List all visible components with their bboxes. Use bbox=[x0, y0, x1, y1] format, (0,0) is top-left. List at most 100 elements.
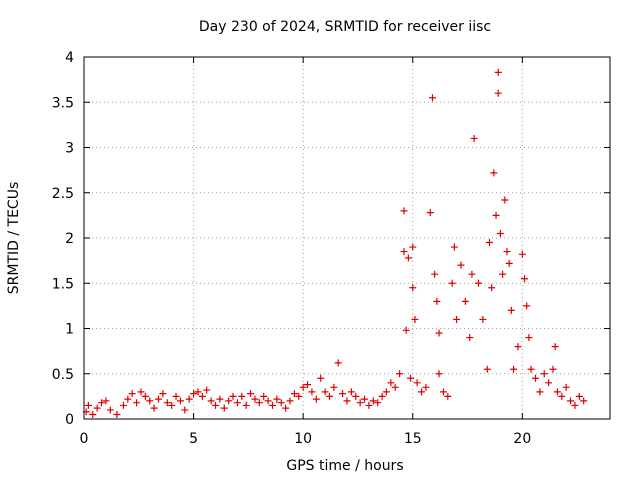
data-point bbox=[567, 397, 575, 405]
x-tick-label: 0 bbox=[80, 431, 89, 447]
data-point bbox=[444, 392, 452, 400]
y-tick-label: 3.5 bbox=[52, 95, 74, 111]
data-point bbox=[391, 383, 399, 391]
data-point bbox=[404, 254, 412, 262]
data-point bbox=[492, 211, 500, 219]
data-point bbox=[518, 250, 526, 258]
y-axis-label: SRMTID / TECUs bbox=[6, 182, 22, 295]
data-point bbox=[505, 259, 513, 267]
x-axis-label: GPS time / hours bbox=[286, 458, 403, 474]
data-point bbox=[273, 395, 281, 403]
data-point bbox=[525, 334, 533, 342]
data-points bbox=[82, 68, 588, 418]
data-point bbox=[426, 209, 434, 217]
y-tick-label: 0.5 bbox=[52, 367, 74, 383]
data-point bbox=[466, 334, 474, 342]
data-point bbox=[308, 388, 316, 396]
data-point bbox=[428, 94, 436, 102]
data-point bbox=[580, 397, 588, 405]
data-point bbox=[343, 397, 351, 405]
data-point bbox=[510, 365, 518, 373]
data-point bbox=[402, 326, 410, 334]
data-point bbox=[325, 392, 333, 400]
data-point bbox=[558, 392, 566, 400]
data-point bbox=[507, 306, 515, 314]
chart-title: Day 230 of 2024, SRMTID for receiver iis… bbox=[199, 19, 491, 35]
data-point bbox=[400, 248, 408, 256]
data-point bbox=[330, 383, 338, 391]
data-point bbox=[176, 397, 184, 405]
data-point bbox=[347, 388, 355, 396]
data-point bbox=[247, 390, 255, 398]
data-point bbox=[124, 395, 132, 403]
data-point bbox=[212, 401, 219, 409]
data-point bbox=[407, 374, 415, 382]
data-point bbox=[356, 399, 364, 407]
y-tick-label: 1.5 bbox=[52, 276, 74, 292]
x-tick-label: 10 bbox=[294, 431, 312, 447]
y-tick-label: 3 bbox=[65, 141, 74, 157]
y-tick-label: 4 bbox=[65, 50, 74, 66]
data-point bbox=[229, 392, 237, 400]
data-point bbox=[365, 401, 373, 409]
data-point bbox=[387, 379, 395, 387]
data-point bbox=[409, 284, 417, 292]
data-point bbox=[439, 388, 447, 396]
data-point bbox=[238, 392, 246, 400]
data-point bbox=[382, 388, 390, 396]
data-point bbox=[499, 270, 507, 278]
data-point bbox=[82, 408, 90, 416]
data-point bbox=[413, 379, 421, 387]
data-point bbox=[277, 399, 285, 407]
data-point bbox=[168, 401, 176, 409]
data-point bbox=[185, 395, 193, 403]
data-point bbox=[527, 365, 535, 373]
data-point bbox=[378, 392, 386, 400]
data-point bbox=[264, 397, 272, 405]
data-point bbox=[490, 169, 498, 177]
data-point bbox=[155, 395, 163, 403]
data-point bbox=[545, 379, 553, 387]
data-point bbox=[409, 243, 417, 251]
data-point bbox=[562, 383, 570, 391]
y-tick-label: 2.5 bbox=[52, 186, 74, 202]
data-point bbox=[468, 270, 476, 278]
data-point bbox=[536, 388, 544, 396]
data-point bbox=[475, 279, 482, 287]
y-tick-label: 1 bbox=[65, 322, 74, 338]
data-point bbox=[102, 397, 110, 405]
data-point bbox=[128, 390, 136, 398]
data-point bbox=[260, 392, 268, 400]
data-point bbox=[494, 68, 502, 76]
data-point bbox=[540, 370, 548, 378]
data-point bbox=[503, 248, 511, 256]
data-point bbox=[233, 399, 241, 407]
data-point bbox=[435, 370, 443, 378]
data-point bbox=[321, 388, 329, 396]
data-point bbox=[133, 399, 141, 407]
data-point bbox=[479, 315, 487, 323]
data-point bbox=[290, 390, 298, 398]
data-point bbox=[470, 134, 478, 142]
x-tick-label: 5 bbox=[189, 431, 198, 447]
data-point bbox=[575, 392, 583, 400]
data-point bbox=[312, 395, 320, 403]
data-point bbox=[521, 275, 529, 283]
data-point bbox=[159, 390, 167, 398]
data-point bbox=[299, 383, 307, 391]
data-point bbox=[98, 399, 106, 407]
data-point bbox=[286, 397, 294, 405]
data-point bbox=[334, 359, 342, 367]
data-point bbox=[339, 390, 347, 398]
y-tick-label: 0 bbox=[65, 412, 74, 428]
data-point bbox=[203, 386, 211, 394]
data-point bbox=[113, 410, 121, 418]
data-point bbox=[494, 89, 502, 97]
data-point bbox=[146, 397, 154, 405]
data-point bbox=[553, 388, 561, 396]
data-point bbox=[488, 284, 496, 292]
data-point bbox=[418, 388, 426, 396]
data-point bbox=[374, 399, 382, 407]
data-point bbox=[571, 401, 579, 409]
